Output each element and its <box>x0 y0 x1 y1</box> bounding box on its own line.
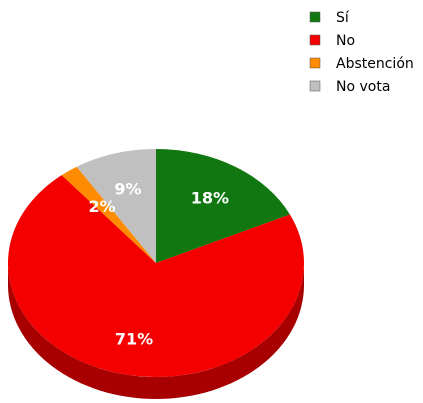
slice-label-no: 71% <box>115 330 153 349</box>
legend: Sí No Abstención No vota <box>310 10 414 95</box>
slice-label-si: 18% <box>191 189 229 208</box>
legend-label-abstencion: Abstención <box>336 56 414 72</box>
legend-swatch-si <box>310 12 320 22</box>
slice-label-abstencion: 2% <box>88 197 115 216</box>
legend-swatch-no <box>310 35 320 45</box>
pie-slices <box>8 149 304 377</box>
slice-label-no-vota: 9% <box>114 180 141 199</box>
legend-label-si: Sí <box>336 10 350 26</box>
legend-label-no-vota: No vota <box>336 79 390 95</box>
legend-label-no: No <box>336 33 355 49</box>
legend-swatch-no-vota <box>310 81 320 91</box>
legend-swatch-abstencion <box>310 58 320 68</box>
